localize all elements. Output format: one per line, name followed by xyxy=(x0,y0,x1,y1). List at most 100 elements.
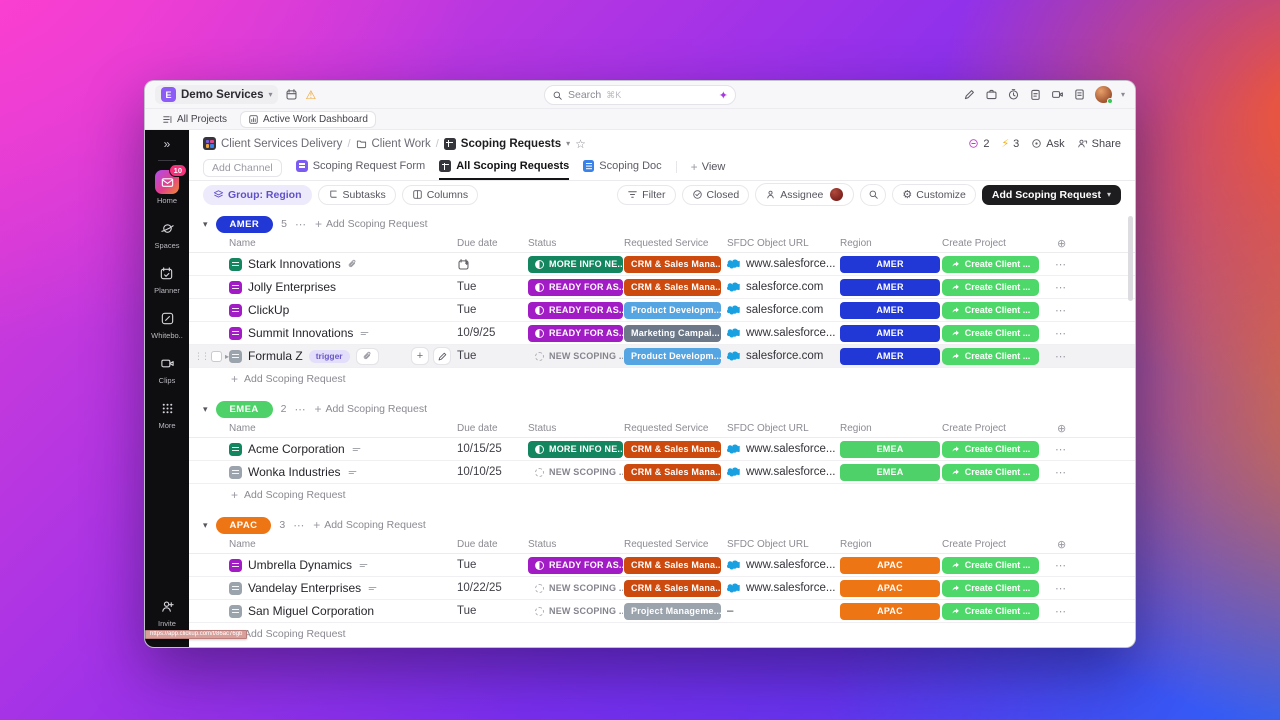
notes-icon[interactable] xyxy=(359,328,370,339)
add-row-button[interactable]: + Add Scoping Request xyxy=(231,488,346,502)
due-date-text[interactable]: 10/15/25 xyxy=(457,443,502,455)
sfdc-url[interactable]: www.salesforce... xyxy=(746,327,836,339)
service-pill[interactable]: Marketing Campai... xyxy=(624,324,721,342)
create-project-button[interactable]: Create Client ... xyxy=(942,556,1039,574)
timer-icon[interactable] xyxy=(1007,88,1020,101)
due-date-text[interactable]: Tue xyxy=(457,605,477,617)
table-row[interactable]: Summit Innovations 10/9/25 READY FOR AS.… xyxy=(189,322,1135,345)
row-menu-button[interactable]: ⋯ xyxy=(1055,444,1067,456)
create-project-button[interactable]: Create Client ... xyxy=(942,440,1039,458)
column-create-project[interactable]: Create Project xyxy=(942,238,1006,249)
table-row[interactable]: Umbrella Dynamics Tue READY FOR AS... CR… xyxy=(189,554,1135,577)
group-menu-button[interactable]: ⋯ xyxy=(293,519,306,532)
service-pill[interactable]: Product Developm... xyxy=(624,347,721,365)
table-row[interactable]: Wonka Industries 10/10/25 NEW SCOPING ..… xyxy=(189,461,1135,484)
service-pill[interactable]: Project Manageme... xyxy=(624,602,721,620)
create-project-button[interactable]: Create Client ... xyxy=(942,324,1039,342)
region-pill[interactable]: APAC xyxy=(840,602,940,620)
add-column-icon[interactable]: ⊕ xyxy=(1057,238,1067,250)
search-table-button[interactable] xyxy=(860,183,887,206)
column-sfdc-url[interactable]: SFDC Object URL xyxy=(727,423,809,434)
breadcrumb-list[interactable]: Scoping Requests ▾ xyxy=(443,137,570,150)
add-channel-button[interactable]: Add Channel xyxy=(203,159,282,177)
due-date-text[interactable]: Tue xyxy=(457,304,477,316)
column-requested-service[interactable]: Requested Service xyxy=(624,423,709,434)
briefcase-icon[interactable] xyxy=(985,88,998,101)
doc-icon[interactable] xyxy=(1073,88,1086,101)
task-name[interactable]: ClickUp xyxy=(248,303,290,317)
column-region[interactable]: Region xyxy=(840,238,872,249)
scrollbar-thumb[interactable] xyxy=(1128,216,1133,301)
group-add-request-button[interactable]: + Add Scoping Request xyxy=(313,518,426,532)
region-pill[interactable]: AMER xyxy=(840,255,940,273)
column-requested-service[interactable]: Requested Service xyxy=(624,238,709,249)
column-sfdc-url[interactable]: SFDC Object URL xyxy=(727,238,809,249)
collapse-group-icon[interactable]: ▾ xyxy=(203,519,208,530)
sidebar-item-whiteboards[interactable]: Whitebo.. xyxy=(151,307,183,340)
status-pill[interactable]: NEW SCOPING ... xyxy=(528,348,623,365)
column-name[interactable]: Name xyxy=(229,238,256,249)
notes-icon[interactable] xyxy=(347,467,358,478)
region-pill[interactable]: APAC xyxy=(840,556,940,574)
row-menu-button[interactable]: ⋯ xyxy=(1055,282,1067,294)
region-pill[interactable]: AMER xyxy=(840,324,940,342)
column-status[interactable]: Status xyxy=(528,539,557,550)
breadcrumb-folder[interactable]: Client Work xyxy=(356,138,431,150)
region-pill[interactable]: AMER xyxy=(840,278,940,296)
due-date-text[interactable]: Tue xyxy=(457,281,477,293)
assignee-chip[interactable]: Assignee xyxy=(755,183,855,206)
row-menu-button[interactable]: ⋯ xyxy=(1055,328,1067,340)
sfdc-url[interactable]: www.salesforce... xyxy=(746,443,836,455)
column-due-date[interactable]: Due date xyxy=(457,238,498,249)
row-menu-button[interactable]: ⋯ xyxy=(1055,351,1067,363)
add-column-icon[interactable]: ⊕ xyxy=(1057,539,1067,551)
sidebar-item-planner[interactable]: Planner xyxy=(154,262,180,295)
customize-chip[interactable]: ⚙ Customize xyxy=(892,184,976,205)
active-work-dashboard-tab[interactable]: Active Work Dashboard xyxy=(240,110,376,128)
vertical-scrollbar[interactable] xyxy=(1128,212,1133,643)
avatar-chevron-icon[interactable]: ▾ xyxy=(1120,90,1125,99)
column-due-date[interactable]: Due date xyxy=(457,539,498,550)
status-pill[interactable]: MORE INFO NE... xyxy=(528,440,623,458)
region-pill[interactable]: EMEA xyxy=(840,440,940,458)
automations-button[interactable]: ⚡ 3 xyxy=(1001,137,1020,151)
expand-sidebar-icon[interactable]: » xyxy=(163,137,171,151)
expand-row-icon[interactable]: ▸ xyxy=(225,351,230,361)
task-name[interactable]: Jolly Enterprises xyxy=(248,280,337,294)
column-status[interactable]: Status xyxy=(528,423,557,434)
service-pill[interactable]: CRM & Sales Mana... xyxy=(624,278,721,296)
due-date-text[interactable]: 10/10/25 xyxy=(457,466,502,478)
tab-scoping-doc[interactable]: Scoping Doc xyxy=(583,160,662,180)
comments-button[interactable]: 2 xyxy=(968,138,989,150)
region-pill[interactable]: EMEA xyxy=(840,463,940,481)
sfdc-url[interactable]: salesforce.com xyxy=(746,350,824,362)
sfdc-url[interactable]: www.salesforce... xyxy=(746,466,836,478)
service-pill[interactable]: CRM & Sales Mana... xyxy=(624,579,721,597)
sfdc-url[interactable]: www.salesforce... xyxy=(746,258,836,270)
table-row[interactable]: San Miguel Corporation Tue NEW SCOPING .… xyxy=(189,600,1135,623)
row-checkbox[interactable] xyxy=(211,350,222,362)
row-menu-button[interactable]: ⋯ xyxy=(1055,259,1067,271)
task-name[interactable]: Acme Corporation xyxy=(248,442,345,456)
collapse-group-icon[interactable]: ▾ xyxy=(203,403,208,414)
group-by-chip[interactable]: Group: Region xyxy=(203,184,312,205)
due-date-text[interactable]: 10/22/25 xyxy=(457,582,502,594)
table-row[interactable]: ⋮⋮ ▸ Formula Z trigger + Tue NEW SCOPING… xyxy=(189,345,1135,368)
column-name[interactable]: Name xyxy=(229,539,256,550)
service-pill[interactable]: CRM & Sales Mana... xyxy=(624,463,721,481)
column-sfdc-url[interactable]: SFDC Object URL xyxy=(727,539,809,550)
status-pill[interactable]: READY FOR AS... xyxy=(528,556,623,574)
task-name[interactable]: Summit Innovations xyxy=(248,326,354,340)
task-name[interactable]: Wonka Industries xyxy=(248,465,341,479)
table-row[interactable]: Acme Corporation 10/15/25 MORE INFO NE..… xyxy=(189,438,1135,461)
region-pill[interactable]: AMER xyxy=(840,347,940,365)
service-pill[interactable]: CRM & Sales Mana... xyxy=(624,556,721,574)
task-name[interactable]: Vandelay Enterprises xyxy=(248,581,362,595)
attachment-icon[interactable] xyxy=(347,259,358,270)
add-view-button[interactable]: + View xyxy=(690,160,726,174)
due-date-text[interactable]: 10/9/25 xyxy=(457,327,496,339)
add-scoping-request-button[interactable]: Add Scoping Request ▾ xyxy=(981,184,1121,205)
clipboard-icon[interactable] xyxy=(1029,88,1042,101)
sidebar-item-spaces[interactable]: Spaces xyxy=(154,217,180,250)
table-row[interactable]: Jolly Enterprises Tue READY FOR AS... CR… xyxy=(189,276,1135,299)
